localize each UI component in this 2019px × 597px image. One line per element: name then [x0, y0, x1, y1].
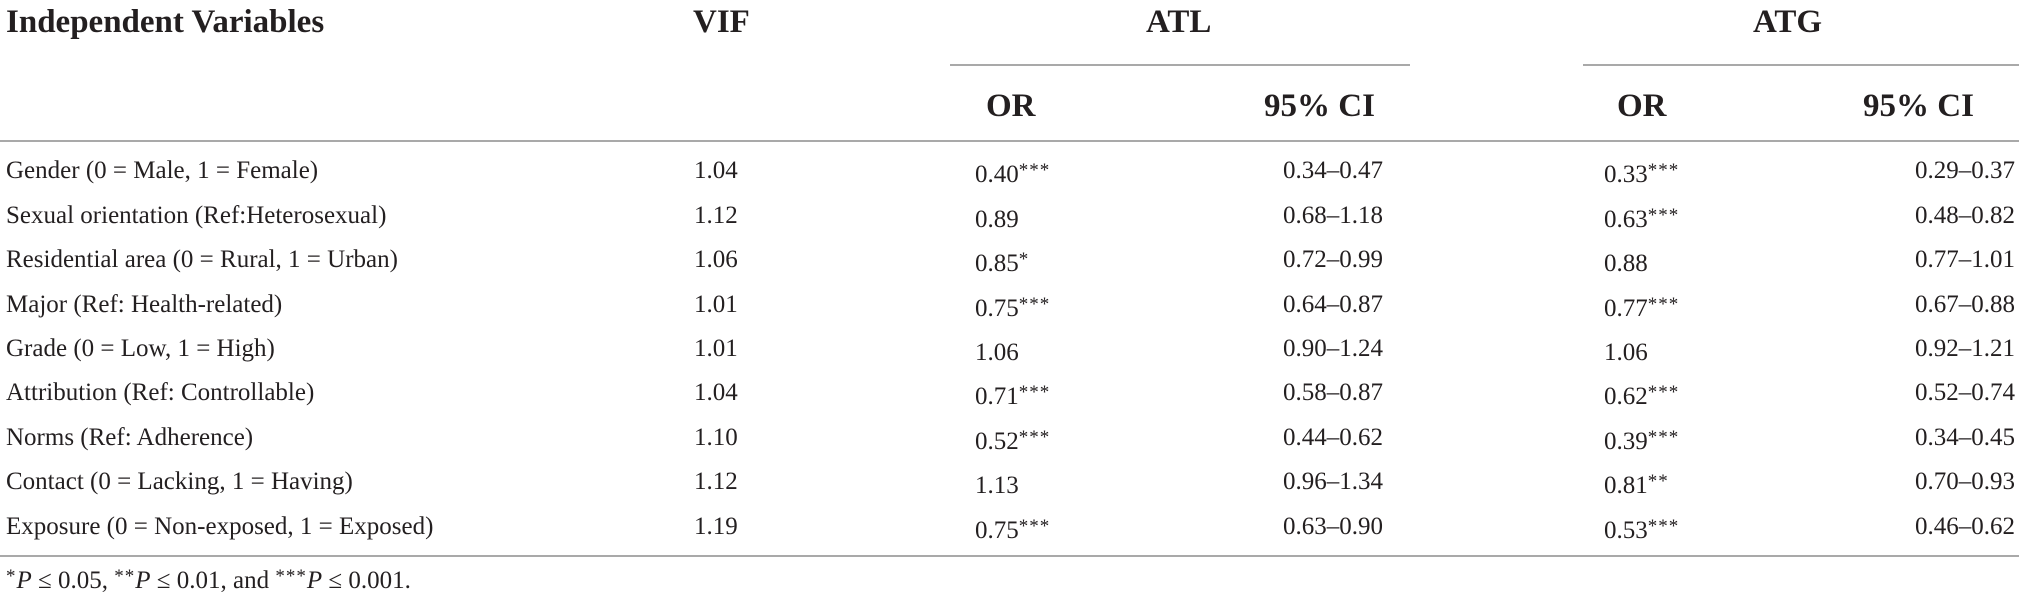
significance-marker: *** — [1647, 294, 1680, 315]
atg-ci-value: 0.48–0.82 — [1915, 202, 2015, 229]
atl-ci-value: 0.96–1.34 — [1283, 468, 1383, 495]
atl-or-value: 0.85* — [975, 249, 1030, 277]
atl-ci-value: 0.58–0.87 — [1283, 379, 1383, 406]
atl-or-value: 0.52*** — [975, 427, 1051, 455]
atl-ci-value: 0.72–0.99 — [1283, 246, 1383, 273]
atl-ci-value: 0.90–1.24 — [1283, 335, 1383, 362]
atg-ci-value: 0.34–0.45 — [1915, 424, 2015, 451]
variable-label: Sexual orientation (Ref:Heterosexual) — [6, 202, 387, 229]
atl-or-value: 0.75*** — [975, 294, 1051, 322]
header-atg-or: OR — [1617, 88, 1667, 124]
vif-value: 1.01 — [694, 335, 738, 362]
vif-value: 1.12 — [694, 202, 738, 229]
atl-or-value: 0.89 — [975, 206, 1019, 233]
vif-value: 1.10 — [694, 424, 738, 451]
significance-marker: *** — [1647, 160, 1680, 181]
atl-ci-value: 0.63–0.90 — [1283, 513, 1383, 540]
atg-ci-value: 0.92–1.21 — [1915, 335, 2015, 362]
vif-value: 1.01 — [694, 291, 738, 318]
header-independent-variables: Independent Variables — [6, 4, 325, 40]
significance-marker: *** — [1018, 427, 1051, 448]
atg-or-value: 0.33*** — [1604, 160, 1680, 188]
atg-group-rule — [1583, 64, 2019, 66]
table-bottom-rule — [0, 555, 2019, 557]
atl-group-rule — [950, 64, 1410, 66]
atg-or-value: 0.77*** — [1604, 294, 1680, 322]
atg-or-value: 0.39*** — [1604, 427, 1680, 455]
vif-value: 1.06 — [694, 246, 738, 273]
atl-or-value: 1.06 — [975, 339, 1019, 366]
atl-or-value: 0.40*** — [975, 160, 1051, 188]
atg-or-value: 0.63*** — [1604, 205, 1680, 233]
atg-ci-value: 0.46–0.62 — [1915, 513, 2015, 540]
significance-marker: *** — [1647, 427, 1680, 448]
atg-or-value: 0.62*** — [1604, 382, 1680, 410]
atg-ci-value: 0.67–0.88 — [1915, 291, 2015, 318]
vif-value: 1.12 — [694, 468, 738, 495]
significance-marker: *** — [1018, 516, 1051, 537]
significance-marker: * — [1018, 249, 1030, 270]
atl-ci-value: 0.44–0.62 — [1283, 424, 1383, 451]
significance-marker: *** — [1647, 516, 1680, 537]
variable-label: Attribution (Ref: Controllable) — [6, 379, 315, 406]
variable-label: Gender (0 = Male, 1 = Female) — [6, 157, 319, 184]
header-atl-ci: 95% CI — [1264, 88, 1375, 124]
atg-or-value: 0.53*** — [1604, 516, 1680, 544]
significance-marker: ** — [1647, 471, 1669, 492]
vif-value: 1.19 — [694, 513, 738, 540]
atg-or-value: 0.81** — [1604, 471, 1669, 499]
variable-label: Major (Ref: Health-related) — [6, 291, 283, 318]
atl-ci-value: 0.34–0.47 — [1283, 157, 1383, 184]
atg-or-value: 1.06 — [1604, 339, 1648, 366]
atg-ci-value: 0.70–0.93 — [1915, 468, 2015, 495]
atl-ci-value: 0.68–1.18 — [1283, 202, 1383, 229]
header-vif: VIF — [693, 4, 750, 40]
table-footnote: *P ≤ 0.05, **P ≤ 0.01, and ***P ≤ 0.001. — [6, 566, 411, 594]
atl-or-value: 0.71*** — [975, 382, 1051, 410]
header-atg: ATG — [1753, 4, 1823, 40]
atg-ci-value: 0.52–0.74 — [1915, 379, 2015, 406]
variable-label: Residential area (0 = Rural, 1 = Urban) — [6, 246, 398, 273]
atg-ci-value: 0.29–0.37 — [1915, 157, 2015, 184]
vif-value: 1.04 — [694, 379, 738, 406]
variable-label: Contact (0 = Lacking, 1 = Having) — [6, 468, 353, 495]
header-atl-or: OR — [986, 88, 1036, 124]
header-bottom-rule — [0, 140, 2019, 142]
variable-label: Exposure (0 = Non-exposed, 1 = Exposed) — [6, 513, 434, 540]
significance-marker: *** — [1018, 294, 1051, 315]
atl-or-value: 1.13 — [975, 472, 1019, 499]
significance-marker: *** — [1018, 160, 1051, 181]
atl-ci-value: 0.64–0.87 — [1283, 291, 1383, 318]
variable-label: Norms (Ref: Adherence) — [6, 424, 254, 451]
significance-marker: *** — [1018, 382, 1051, 403]
significance-marker: *** — [1647, 382, 1680, 403]
variable-label: Grade (0 = Low, 1 = High) — [6, 335, 275, 362]
header-atg-ci: 95% CI — [1863, 88, 1974, 124]
atl-or-value: 0.75*** — [975, 516, 1051, 544]
atg-or-value: 0.88 — [1604, 250, 1648, 277]
vif-value: 1.04 — [694, 157, 738, 184]
atg-ci-value: 0.77–1.01 — [1915, 246, 2015, 273]
significance-marker: *** — [1647, 205, 1680, 226]
header-atl: ATL — [1146, 4, 1212, 40]
